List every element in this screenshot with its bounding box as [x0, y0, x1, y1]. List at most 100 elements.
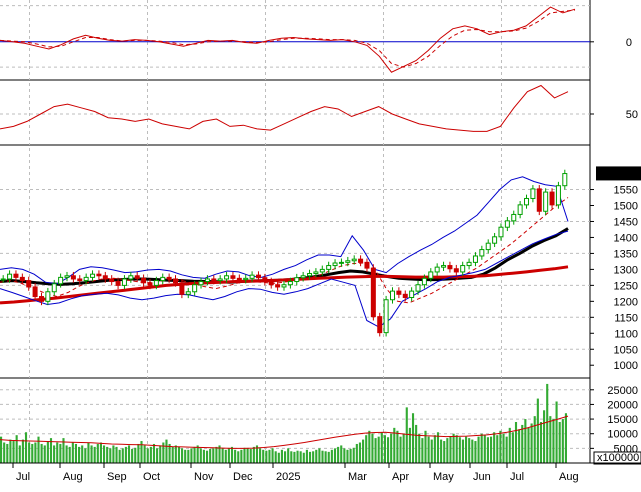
- volume-bar: [502, 433, 505, 463]
- volume-bar: [177, 446, 181, 463]
- price-tick-1200: 1200: [614, 296, 638, 308]
- volume-bar: [12, 441, 15, 463]
- volume-bar: [196, 445, 199, 463]
- volume-bar: [293, 451, 296, 463]
- vol-tick-20000: 20000: [607, 399, 638, 411]
- candle-body: [517, 204, 523, 215]
- volume-bar: [489, 436, 493, 463]
- candle-body: [77, 278, 83, 282]
- candle-body: [319, 268, 325, 273]
- volume-bar: [199, 448, 202, 463]
- volume-bar: [539, 422, 543, 463]
- volume-bar: [477, 436, 480, 463]
- price-tick-1050: 1050: [614, 344, 638, 356]
- osc-series-1: [0, 9, 576, 68]
- volume-bar: [84, 448, 87, 463]
- volume-bar: [455, 435, 458, 463]
- volume-bar: [324, 451, 327, 463]
- volume-bar: [374, 438, 377, 463]
- volume-bar: [224, 449, 227, 463]
- volume-bar: [558, 422, 561, 463]
- candle-body: [179, 282, 185, 295]
- volume-bar: [343, 448, 346, 463]
- volume-bar: [28, 442, 31, 463]
- volume-bar: [152, 443, 156, 463]
- volume-bar: [37, 436, 40, 463]
- rsi-series-0: [0, 84, 569, 132]
- candle-body: [102, 275, 108, 280]
- candle-body: [313, 271, 319, 275]
- volume-bar: [290, 451, 293, 463]
- volume-bar: [171, 446, 174, 463]
- volume-bar: [90, 445, 93, 463]
- vol-tick-15000: 15000: [607, 414, 638, 426]
- volume-bar: [249, 448, 252, 463]
- volume-bar: [287, 448, 290, 463]
- candle-body: [498, 226, 504, 238]
- x-tick-Jul: Jul: [510, 471, 524, 483]
- candle-body: [460, 265, 466, 273]
- candle-body: [543, 191, 549, 212]
- vol-tick-10000: 10000: [607, 429, 638, 441]
- volume-bar: [508, 427, 511, 463]
- volume-bar: [31, 443, 34, 463]
- volume-bar: [187, 449, 190, 463]
- volume-bar: [280, 449, 283, 463]
- volume-bar: [202, 449, 205, 463]
- x-tick-May: May: [433, 471, 454, 483]
- volume-bar: [81, 445, 84, 463]
- volume-bar: [555, 401, 558, 463]
- volume-bar: [9, 439, 12, 463]
- price-series-2: [0, 197, 569, 304]
- volume-bar: [296, 450, 299, 463]
- candle-body: [453, 268, 459, 273]
- volume-unit-box: [593, 451, 641, 465]
- candle-body: [434, 266, 440, 273]
- volume-bar: [480, 433, 483, 463]
- volume-bar: [56, 442, 59, 463]
- volume-bar: [62, 438, 65, 463]
- osc-tick-0: 0: [626, 37, 632, 49]
- candle-body: [549, 191, 555, 206]
- candle-body: [109, 278, 115, 283]
- candle-body: [358, 258, 364, 263]
- candle-body: [447, 265, 453, 270]
- volume-bar: [368, 430, 371, 463]
- candle-body: [536, 188, 542, 212]
- candle-body: [370, 267, 376, 318]
- volume-bar: [181, 448, 184, 463]
- volume-bar: [237, 451, 240, 463]
- volume-bar: [78, 446, 81, 463]
- volume-bar: [302, 452, 305, 463]
- volume-bar: [452, 433, 455, 463]
- candle-body: [479, 249, 485, 257]
- volume-bar: [143, 445, 146, 463]
- candle-body: [389, 290, 395, 301]
- candle-body: [351, 258, 357, 262]
- volume-bar: [184, 449, 187, 463]
- candle-body: [217, 278, 223, 282]
- volume-bar: [134, 447, 137, 463]
- candle-body: [441, 265, 447, 268]
- volume-bar: [436, 432, 440, 463]
- volume-bar: [65, 445, 68, 463]
- candle-body: [96, 273, 102, 277]
- volume-bar: [321, 450, 324, 463]
- candle-body: [224, 275, 230, 280]
- candle-body: [326, 265, 332, 270]
- candle-body: [45, 291, 51, 302]
- volume-bar: [43, 445, 46, 463]
- candle-body: [268, 281, 274, 286]
- volume-bar: [53, 445, 56, 463]
- candle-body: [409, 290, 415, 299]
- volume-ma-0: [0, 415, 569, 449]
- volume-bar: [546, 383, 549, 463]
- volume-bar: [102, 445, 106, 463]
- candle-body: [524, 197, 530, 206]
- volume-bar: [483, 435, 486, 463]
- candle-body: [141, 277, 147, 284]
- volume-bar: [93, 446, 96, 463]
- volume-bar: [59, 443, 62, 463]
- volume-bar: [3, 442, 6, 463]
- volume-bar: [493, 432, 496, 463]
